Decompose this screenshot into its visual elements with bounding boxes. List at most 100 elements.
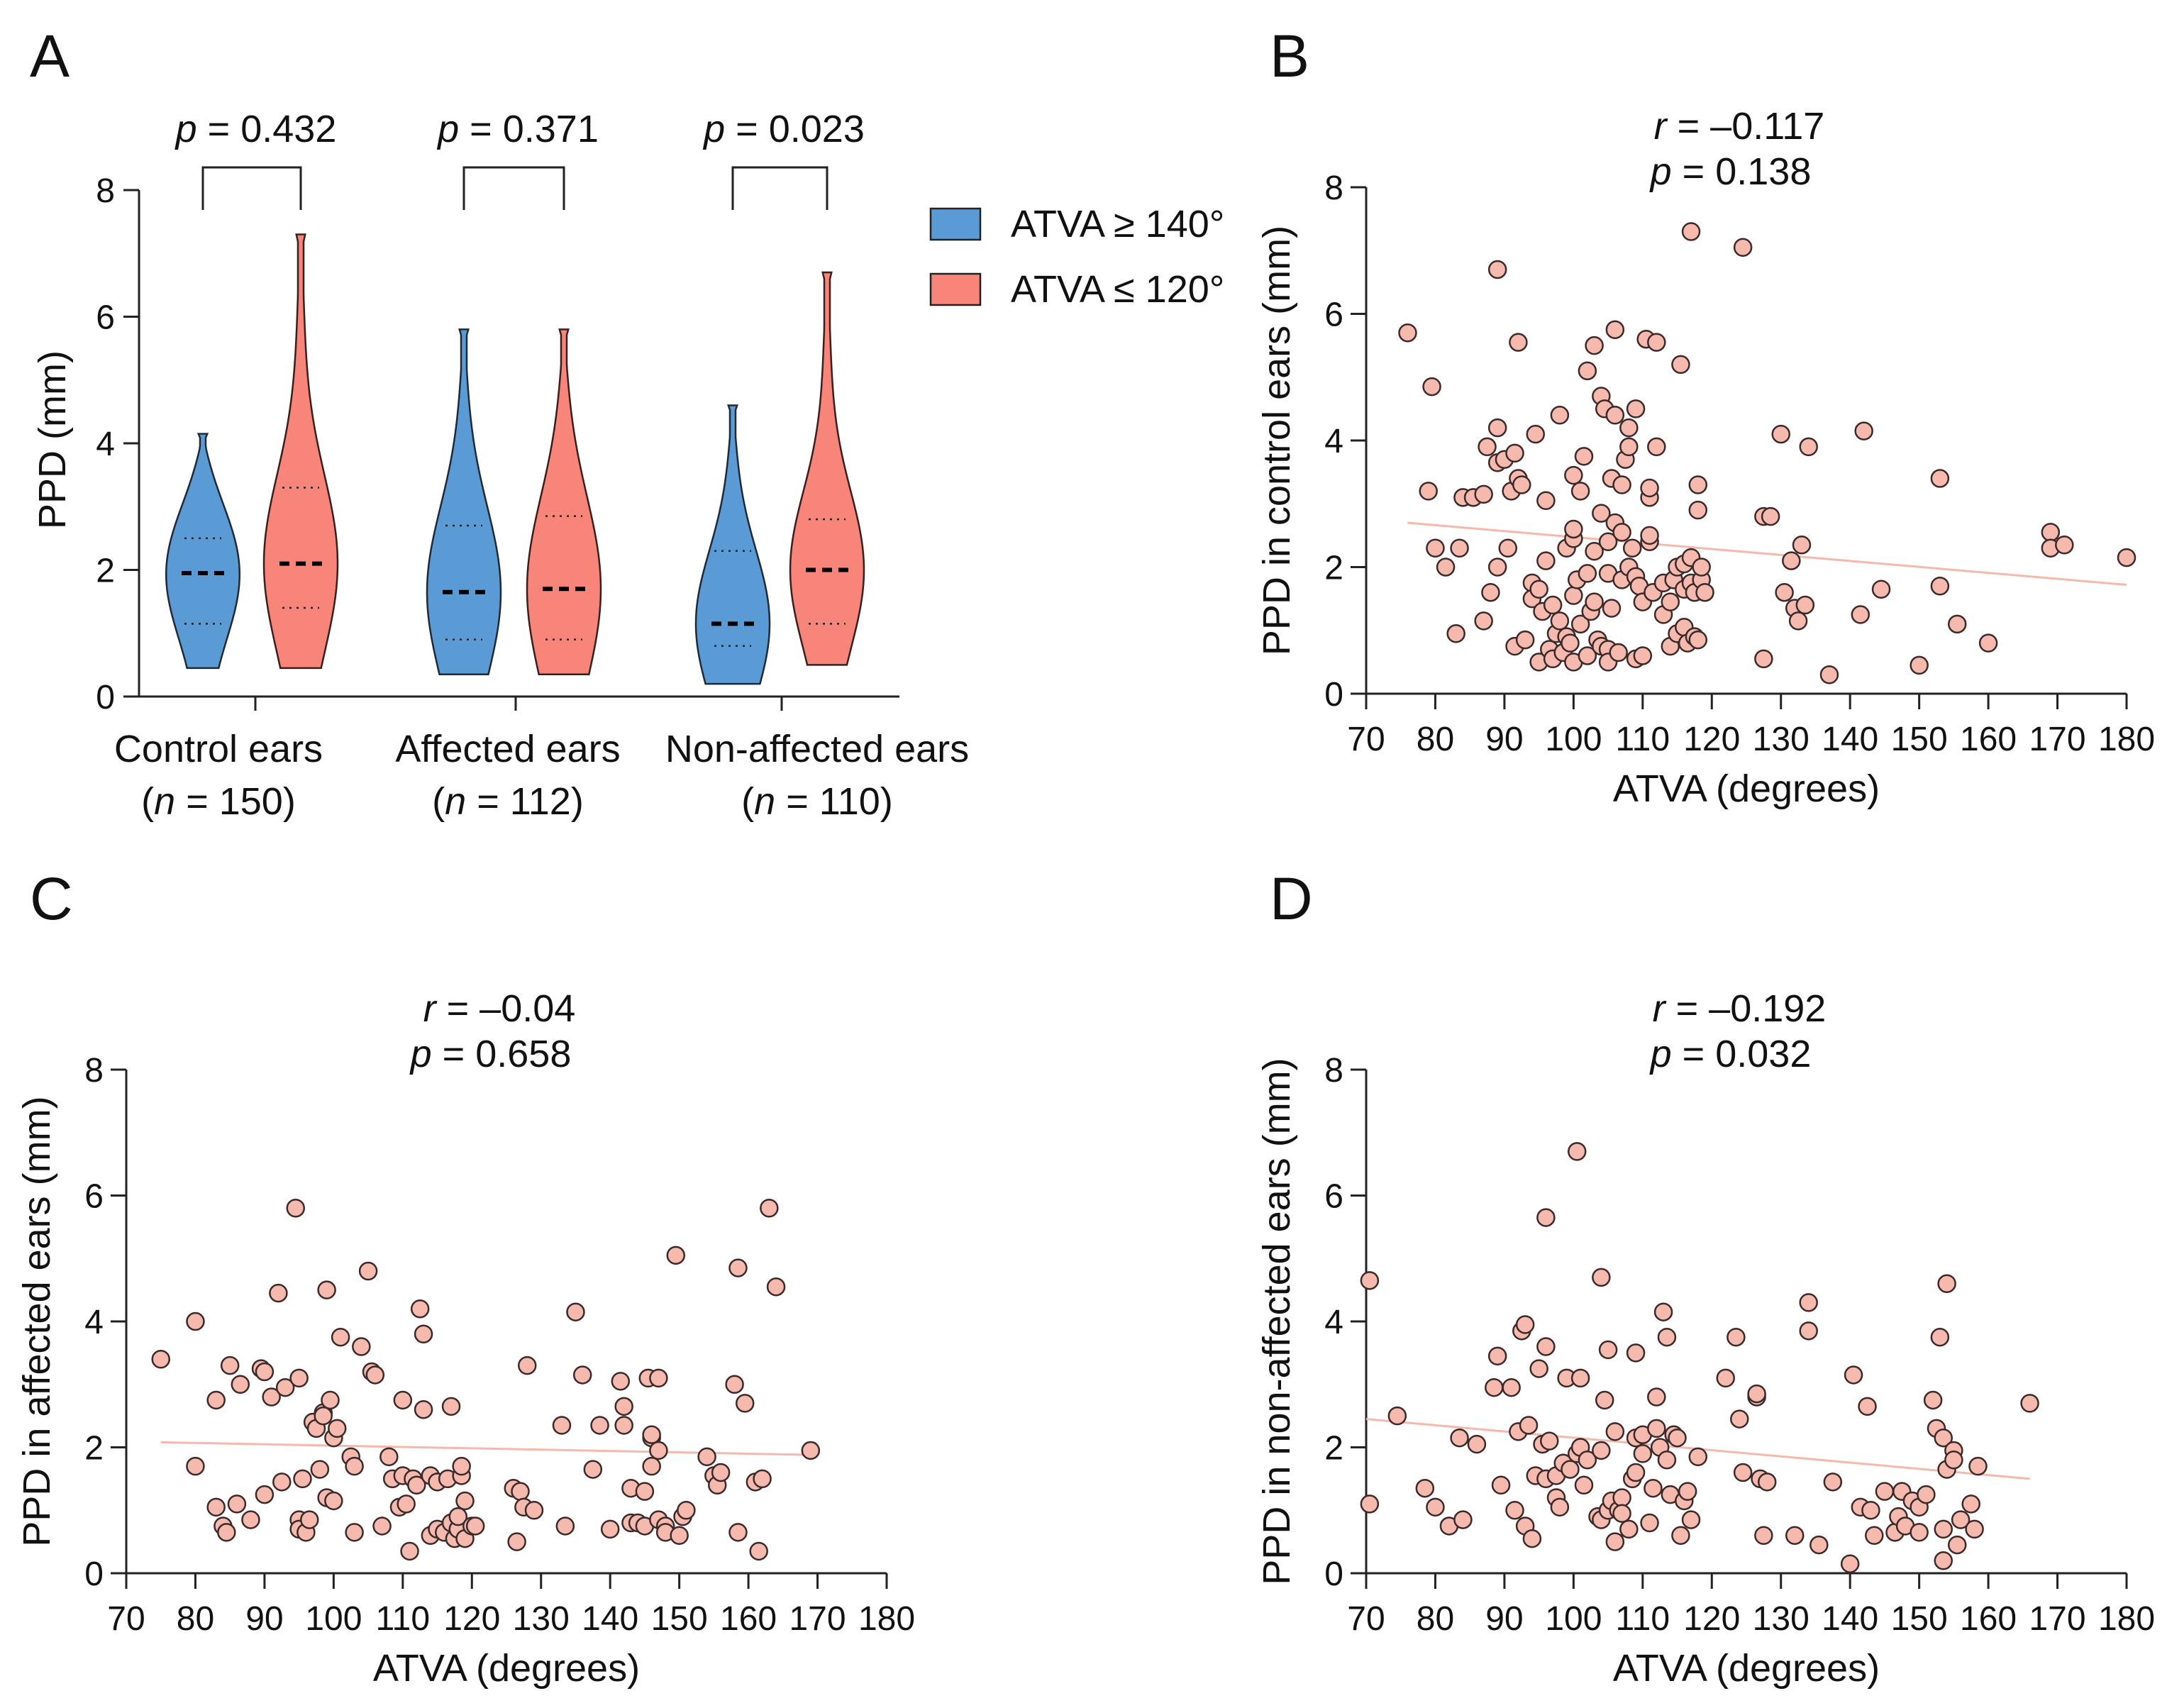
panel-c-data-point	[397, 1494, 416, 1514]
panel-b-x-tick-label: 70	[1347, 721, 1385, 758]
panel-d-data-point	[1799, 1321, 1818, 1341]
panel-letter-d: D	[1270, 865, 1313, 932]
panel-c-data-point	[324, 1491, 343, 1511]
panel-d-y-axis-title: PPD in non-affected ears (mm)	[1256, 1058, 1298, 1585]
panel-c-data-point	[410, 1299, 430, 1319]
panel-c-data-point	[206, 1390, 226, 1410]
panel-d-data-point	[1668, 1428, 1687, 1448]
panel-a-p-value: p = 0.371	[436, 108, 599, 150]
legend-swatch-red	[929, 272, 982, 306]
panel-b-data-point	[1446, 623, 1465, 643]
panel-c-x-tick-label: 160	[720, 1600, 777, 1638]
panel-b-x-tick-label: 120	[1683, 721, 1740, 758]
panel-c-data-point	[227, 1494, 247, 1514]
panel-d-p-value-symbol: p	[1649, 1033, 1672, 1075]
panel-d-data-point	[1930, 1327, 1950, 1347]
panel-a-significance-brackets: p = 0.432 p = 0.371 p = 0.023	[174, 108, 865, 210]
panel-c-data-point	[262, 1387, 281, 1407]
panel-b-data-point	[1570, 482, 1590, 501]
panel-c-data-point	[331, 1327, 350, 1347]
panel-b-data-point	[1536, 551, 1556, 570]
panel-c-data-point	[289, 1368, 309, 1388]
panel-b-y-tick-label: 8	[1324, 170, 1343, 207]
panel-c-data-point	[231, 1375, 250, 1394]
panel-d-x-tick-label: 160	[1960, 1600, 2017, 1638]
panel-b-data-point	[1851, 605, 1871, 624]
panel-d-data-point	[1595, 1390, 1614, 1410]
panel-d-x-axis-title: ATVA (degrees)	[1613, 1647, 1880, 1690]
panel-c-x-tick-label: 90	[245, 1600, 283, 1638]
panel-b-x-tick-label: 150	[1891, 721, 1948, 758]
panel-a-y-tick-label: 6	[96, 299, 115, 337]
panel-c-data-point	[414, 1324, 433, 1343]
panel-c-data-point	[414, 1400, 433, 1419]
panel-c-data-point	[275, 1377, 295, 1397]
panel-d-data-point	[1505, 1501, 1524, 1520]
panel-b-data-point	[1871, 580, 1891, 599]
panel-c-data-point	[760, 1199, 779, 1218]
panel-b-data-point	[1788, 611, 1808, 631]
panel-d-data-point	[1426, 1497, 1445, 1517]
panel-b-data-point	[1509, 333, 1528, 352]
panel-a-legend: ATVA ≥ 140° ATVA ≤ 120°	[929, 203, 1224, 311]
panel-d-data-point	[1647, 1387, 1666, 1407]
panel-c-data-point	[255, 1485, 275, 1504]
panel-c-x-tick-label: 70	[107, 1600, 145, 1638]
panel-c-x-tick-label: 180	[858, 1600, 915, 1638]
panel-d-p-value: p = 0.032	[1649, 1033, 1812, 1075]
panel-a-group-n: (n = 112)	[432, 780, 584, 823]
panel-b-data-point	[1585, 592, 1604, 611]
panel-b-data-point	[1550, 406, 1570, 425]
panel-b-data-point	[1398, 323, 1417, 343]
panel-b-data-point	[1612, 523, 1631, 542]
legend-label-atva-low: ATVA ≤ 120°	[1011, 268, 1224, 311]
panel-a-group-n-open: (	[432, 780, 445, 823]
panel-c-data-point	[517, 1355, 537, 1375]
panel-c-data-point	[452, 1456, 471, 1476]
panel-d-data-point	[1592, 1441, 1611, 1460]
panel-c-scatter-chart: 0 2 4 6 8 70 80 90 100 110 120 130 140 150 160 170 180 AT…	[16, 987, 915, 1690]
panel-d-y-tick-label: 6	[1324, 1178, 1343, 1216]
panel-b-data-point	[1640, 526, 1659, 545]
panel-d-data-point	[1612, 1504, 1631, 1523]
panel-c-data-point	[801, 1441, 821, 1460]
legend-swatch-blue	[929, 207, 982, 241]
panel-d-data-point	[1747, 1384, 1766, 1404]
panel-a-p-value-value: = 0.432	[197, 108, 337, 150]
panel-b-data-point	[1688, 475, 1708, 494]
panel-d-data-point	[1529, 1359, 1548, 1378]
panel-c-data-point	[455, 1491, 475, 1511]
panel-d-data-point	[1640, 1513, 1659, 1533]
panel-b-data-point	[1619, 418, 1639, 438]
panel-d-x-tick-label: 150	[1891, 1600, 1948, 1638]
panel-b-data-point	[1487, 260, 1507, 279]
panel-b-data-point	[1695, 582, 1714, 602]
panel-a-group-n-open: (	[141, 780, 154, 823]
panel-b-x-tick-label: 160	[1960, 721, 2017, 758]
panel-a-group-n: (n = 110)	[741, 780, 893, 823]
panel-c-data-point	[465, 1516, 485, 1536]
panel-b-data-point	[1910, 655, 1929, 675]
panel-b-data-point	[1688, 500, 1708, 520]
panel-d-data-point	[1937, 1274, 1956, 1293]
panel-c-data-point	[206, 1497, 226, 1517]
panel-d-data-point	[1491, 1475, 1511, 1494]
panel-b-data-point	[1930, 469, 1950, 488]
panel-b-y-tick-label: 6	[1324, 296, 1343, 334]
panel-a-group-label: Control ears	[114, 728, 323, 770]
panel-b-scatter-chart: 0 2 4 6 8 70 80 90 100 110 120 130 140 150 160 170 180 AT…	[1256, 105, 2155, 810]
panel-a-group-label: Non-affected ears	[665, 728, 969, 770]
panel-b-p-value: p = 0.138	[1649, 150, 1812, 193]
panel-b-data-point	[1578, 564, 1597, 583]
panel-c-data-point	[649, 1368, 668, 1388]
panel-c-y-tick-label: 0	[84, 1556, 104, 1593]
panel-d-y-tick-label: 8	[1324, 1052, 1343, 1089]
panel-c-data-point	[642, 1456, 661, 1476]
panel-a-p-value-symbol: p	[702, 108, 725, 150]
panel-c-data-point	[441, 1397, 461, 1416]
panel-b-y-tick-label: 2	[1324, 550, 1343, 587]
panel-b-data-point	[1450, 538, 1469, 558]
panel-d-data-point	[1727, 1327, 1746, 1347]
